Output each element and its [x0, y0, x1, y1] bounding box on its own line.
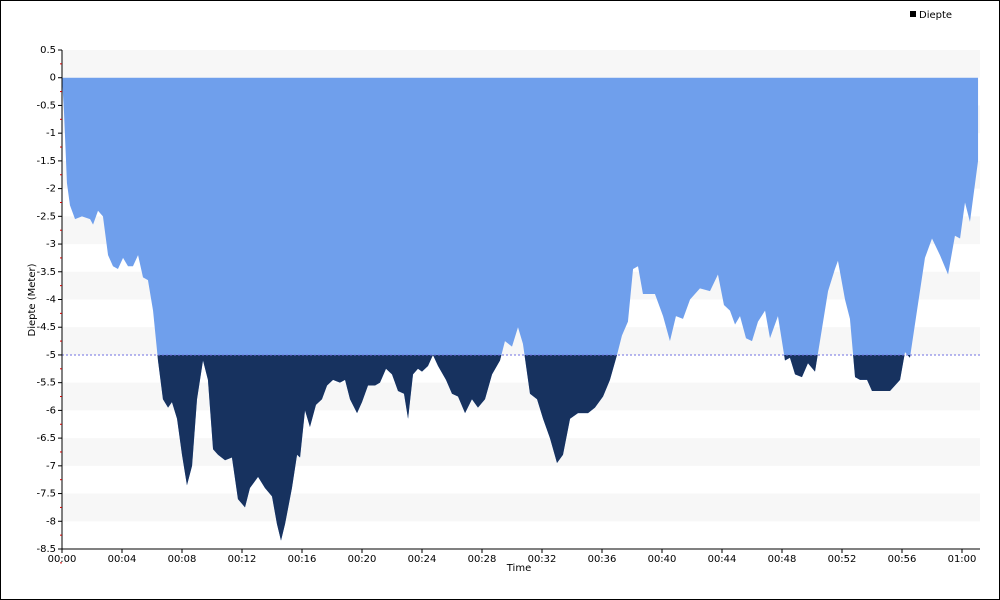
x-tick-label: 00:36 — [588, 554, 617, 565]
y-tick-label: -8 — [46, 516, 56, 527]
y-tick-label: -1 — [46, 128, 56, 139]
grid-band — [62, 50, 980, 78]
area-below-threshold — [157, 354, 911, 541]
y-tick-label: -6.5 — [36, 433, 56, 444]
legend-swatch — [910, 11, 916, 17]
y-tick-label: -2 — [46, 184, 56, 195]
x-tick-label: 00:16 — [288, 554, 317, 565]
y-tick-label: -3 — [46, 239, 56, 250]
y-tick-label: -8.5 — [36, 544, 56, 555]
y-tick-label: -4 — [46, 295, 56, 306]
y-tick-label: -5.5 — [36, 378, 56, 389]
y-tick-label: -7 — [46, 461, 56, 472]
y-tick-label: 0 — [50, 73, 56, 84]
y-tick-label: -0.5 — [36, 100, 56, 111]
x-tick-label: 00:08 — [168, 554, 197, 565]
y-axis-label: Diepte (Meter) — [27, 263, 38, 336]
x-tick-label: 00:48 — [768, 554, 797, 565]
y-tick-label: -3.5 — [36, 267, 56, 278]
x-tick-label: 00:40 — [648, 554, 677, 565]
y-tick-label: -4.5 — [36, 322, 56, 333]
legend-label: Diepte — [919, 10, 952, 21]
x-axis-label: Time — [506, 563, 531, 574]
y-tick-label: -1.5 — [36, 156, 56, 167]
x-tick-label: 00:00 — [48, 554, 77, 565]
x-tick-label: 00:20 — [348, 554, 377, 565]
x-tick-label: 00:52 — [828, 554, 857, 565]
x-tick-label: 00:24 — [408, 554, 437, 565]
y-tick-label: -2.5 — [36, 211, 56, 222]
x-tick-label: 01:00 — [948, 554, 977, 565]
grid-band — [62, 382, 980, 411]
x-tick-label: 00:56 — [888, 554, 917, 565]
x-tick-label: 00:44 — [708, 554, 737, 565]
x-tick-label: 00:12 — [228, 554, 257, 565]
x-tick-label: 00:32 — [528, 554, 557, 565]
x-tick-label: 00:04 — [108, 554, 137, 565]
y-tick-label: -7.5 — [36, 489, 56, 500]
x-tick-label: 00:28 — [468, 554, 497, 565]
grid-band — [62, 493, 980, 522]
y-tick-label: 0.5 — [40, 45, 56, 56]
y-tick-label: -5 — [46, 350, 56, 361]
grid-band — [62, 438, 980, 466]
y-tick-label: -6 — [46, 405, 56, 416]
